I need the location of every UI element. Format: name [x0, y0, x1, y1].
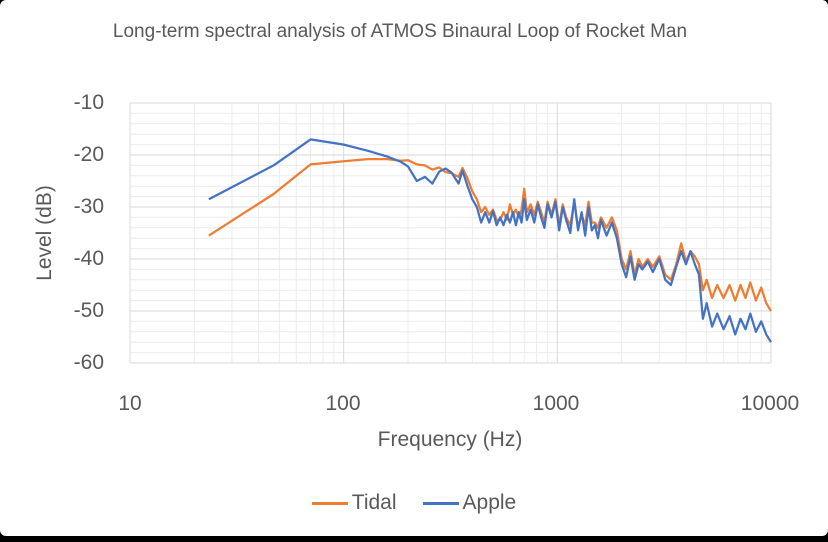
legend-item-tidal: Tidal: [311, 491, 397, 515]
x-axis-label: Frequency (Hz): [377, 428, 523, 451]
legend-swatch-apple: [422, 501, 459, 505]
y-tick-label: -20: [73, 143, 104, 166]
x-tick-label: 100: [325, 392, 361, 415]
y-tick-label: -30: [73, 195, 104, 218]
legend-label-apple: Apple: [462, 491, 517, 514]
chart-title: Long-term spectral analysis of ATMOS Bin…: [112, 21, 688, 42]
legend-item-apple: Apple: [422, 491, 517, 515]
legend-swatch-tidal: [311, 501, 348, 505]
x-tick-label: 10: [118, 392, 142, 415]
legend: Tidal Apple: [0, 489, 828, 517]
y-tick-label: -60: [73, 351, 104, 374]
x-tick-label: 1000: [532, 392, 580, 415]
series-line-apple: [208, 138, 772, 343]
y-tick-label: -50: [73, 299, 104, 322]
x-tick-label: 10000: [740, 392, 800, 415]
y-tick-label: -40: [73, 247, 104, 270]
legend-label-tidal: Tidal: [351, 491, 397, 514]
y-tick-label: -10: [73, 91, 104, 114]
series-line-tidal: [208, 158, 772, 312]
